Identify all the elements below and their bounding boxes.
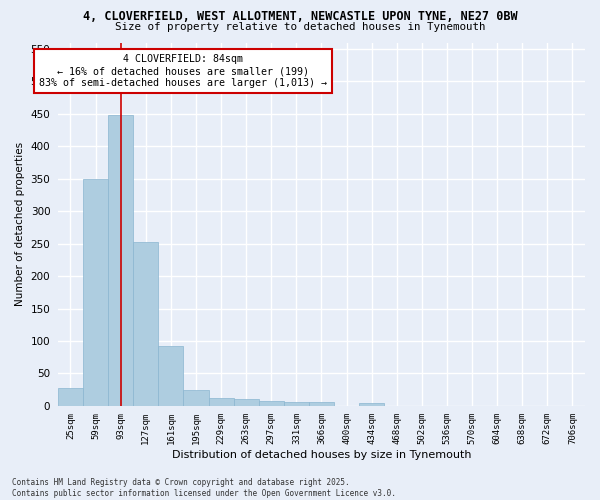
Bar — [184, 390, 209, 406]
Bar — [158, 346, 184, 406]
Bar — [209, 398, 233, 406]
Text: Contains HM Land Registry data © Crown copyright and database right 2025.
Contai: Contains HM Land Registry data © Crown c… — [12, 478, 396, 498]
Bar — [359, 404, 384, 406]
Y-axis label: Number of detached properties: Number of detached properties — [15, 142, 25, 306]
Bar — [259, 402, 284, 406]
Text: 4 CLOVERFIELD: 84sqm
← 16% of detached houses are smaller (199)
83% of semi-deta: 4 CLOVERFIELD: 84sqm ← 16% of detached h… — [40, 54, 328, 88]
Bar — [133, 242, 158, 406]
Bar — [309, 402, 334, 406]
Bar — [83, 179, 108, 406]
Bar — [108, 115, 133, 406]
Bar — [58, 388, 83, 406]
X-axis label: Distribution of detached houses by size in Tynemouth: Distribution of detached houses by size … — [172, 450, 471, 460]
Bar — [233, 400, 259, 406]
Text: 4, CLOVERFIELD, WEST ALLOTMENT, NEWCASTLE UPON TYNE, NE27 0BW: 4, CLOVERFIELD, WEST ALLOTMENT, NEWCASTL… — [83, 10, 517, 23]
Text: Size of property relative to detached houses in Tynemouth: Size of property relative to detached ho… — [115, 22, 485, 32]
Bar — [284, 402, 309, 406]
